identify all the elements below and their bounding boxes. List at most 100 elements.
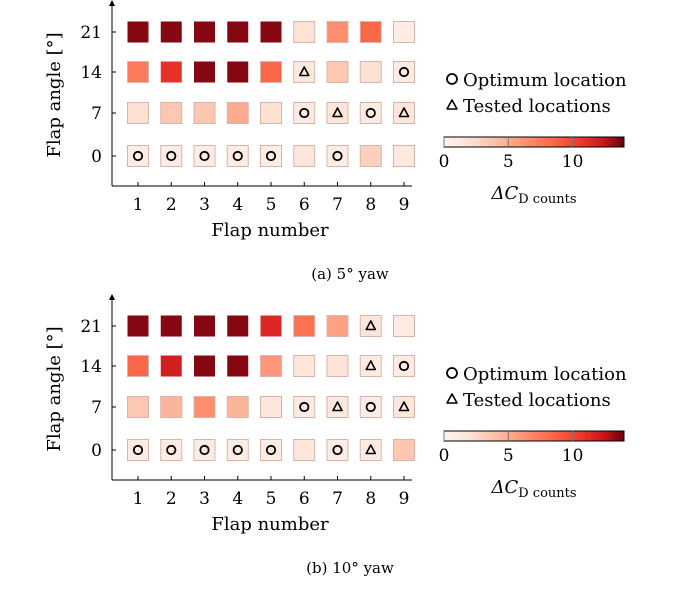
colorbar-label-subscript: D counts	[518, 486, 576, 501]
optimum-marker	[166, 444, 177, 456]
optimum-marker	[166, 150, 177, 162]
y-tick-label: 21	[80, 317, 102, 337]
heatmap-cell	[260, 439, 282, 461]
y-axis-label: Flap angle [°]	[44, 326, 65, 451]
tested-marker	[332, 401, 343, 412]
y-tick-label: 0	[91, 147, 102, 167]
optimum-marker	[265, 444, 277, 456]
x-tick-label: 4	[232, 195, 243, 215]
x-axis-label: Flap number	[211, 220, 329, 241]
heatmap-cell	[193, 396, 216, 418]
y-tick-label: 7	[91, 398, 102, 418]
heatmap-cell	[326, 396, 349, 418]
x-tick-label: 6	[299, 489, 310, 509]
x-tick-label: 3	[199, 195, 210, 215]
heatmap-cell	[194, 61, 215, 83]
x-axis-label: Flap number	[211, 514, 329, 535]
y-tick-label: 0	[91, 441, 102, 461]
heatmap-cell	[393, 439, 415, 461]
colorbar-tick-label: 0	[439, 446, 450, 466]
optimum-marker	[232, 444, 243, 456]
x-tick-label: 9	[399, 195, 410, 215]
heatmap-cell	[359, 145, 382, 167]
optimum-marker	[132, 150, 144, 162]
optimum-marker	[132, 444, 144, 456]
heatmap-cell	[393, 21, 415, 43]
heatmap-cell	[326, 21, 349, 43]
y-axis-label: Flap angle [°]	[44, 32, 65, 157]
heatmap-cell	[160, 102, 183, 124]
heatmap-cell	[359, 61, 382, 83]
colorbar-tick-label: 0	[439, 152, 450, 172]
optimum-marker	[398, 360, 410, 372]
heatmap-cell	[227, 355, 249, 377]
x-tick-label: 2	[166, 195, 177, 215]
heatmap-cell	[160, 439, 183, 461]
heatmap-cell	[293, 355, 316, 377]
optimum-marker	[199, 150, 210, 162]
heatmap-cell	[226, 145, 249, 167]
y-tick-label: 21	[80, 23, 102, 43]
heatmap-cell	[193, 145, 216, 167]
heatmap-cell	[160, 21, 182, 43]
heatmap-cell	[127, 396, 149, 418]
heatmap-cell	[127, 21, 149, 43]
x-tick-label: 3	[199, 489, 210, 509]
tested-marker	[365, 320, 377, 331]
x-tick-label: 9	[399, 489, 410, 509]
x-tick-label: 1	[133, 489, 144, 509]
heatmap-cell	[393, 145, 415, 167]
x-tick-label: 5	[266, 195, 277, 215]
heatmap-cell	[326, 61, 349, 83]
colorbar-tick-label: 10	[562, 446, 584, 466]
heatmap-cell	[227, 61, 249, 83]
heatmap-cell	[260, 396, 282, 418]
optimum-marker	[232, 150, 243, 162]
tested-marker	[365, 360, 377, 371]
x-tick-label: 5	[266, 489, 277, 509]
heatmap-cell	[393, 102, 415, 124]
optimum-marker	[332, 444, 343, 456]
legend-tested-label: Tested locations	[463, 96, 611, 117]
heatmap-cell	[359, 102, 382, 124]
heatmap-cell	[293, 396, 316, 418]
optimum-marker	[265, 150, 277, 162]
heatmap-cell	[160, 396, 183, 418]
colorbar-tick-label: 5	[503, 152, 514, 172]
heatmap-cell	[326, 315, 349, 337]
y-tick-label: 14	[80, 63, 102, 83]
colorbar-label-subscript: D counts	[518, 192, 576, 207]
heatmap-cell	[260, 315, 282, 337]
heatmap-cell	[227, 315, 249, 337]
heatmap-cell	[293, 145, 316, 167]
legend-optimum-label: Optimum location	[463, 70, 627, 91]
x-tick-label: 1	[133, 195, 144, 215]
heatmap-cell	[127, 439, 149, 461]
optimum-marker	[398, 66, 410, 78]
heatmap-cell	[160, 145, 183, 167]
optimum-marker	[199, 444, 210, 456]
y-axis-arrow	[109, 0, 115, 6]
figure-caption: (a) 5° yaw	[311, 265, 389, 283]
legend-circle-icon	[446, 367, 458, 379]
heatmap-cell	[194, 315, 215, 337]
colorbar-tick-label: 10	[562, 152, 584, 172]
legend-circle-icon	[446, 73, 458, 85]
colorbar-label: ΔCD counts	[490, 477, 576, 501]
x-tick-label: 8	[365, 195, 376, 215]
heatmap-cell	[359, 315, 382, 337]
tested-marker	[398, 401, 410, 412]
heatmap-cell	[293, 102, 316, 124]
colorbar-label-main: ΔC	[490, 477, 518, 498]
heatmap-cell	[193, 102, 216, 124]
heatmap-cell	[393, 61, 415, 83]
optimum-marker	[299, 107, 310, 119]
colorbar-label: ΔCD counts	[490, 183, 576, 207]
tested-marker	[365, 444, 377, 455]
heatmap-cell	[127, 102, 149, 124]
tested-marker	[332, 107, 343, 118]
heatmap-cell	[227, 21, 249, 43]
heatmap-cell	[260, 102, 282, 124]
heatmap-cell	[260, 145, 282, 167]
